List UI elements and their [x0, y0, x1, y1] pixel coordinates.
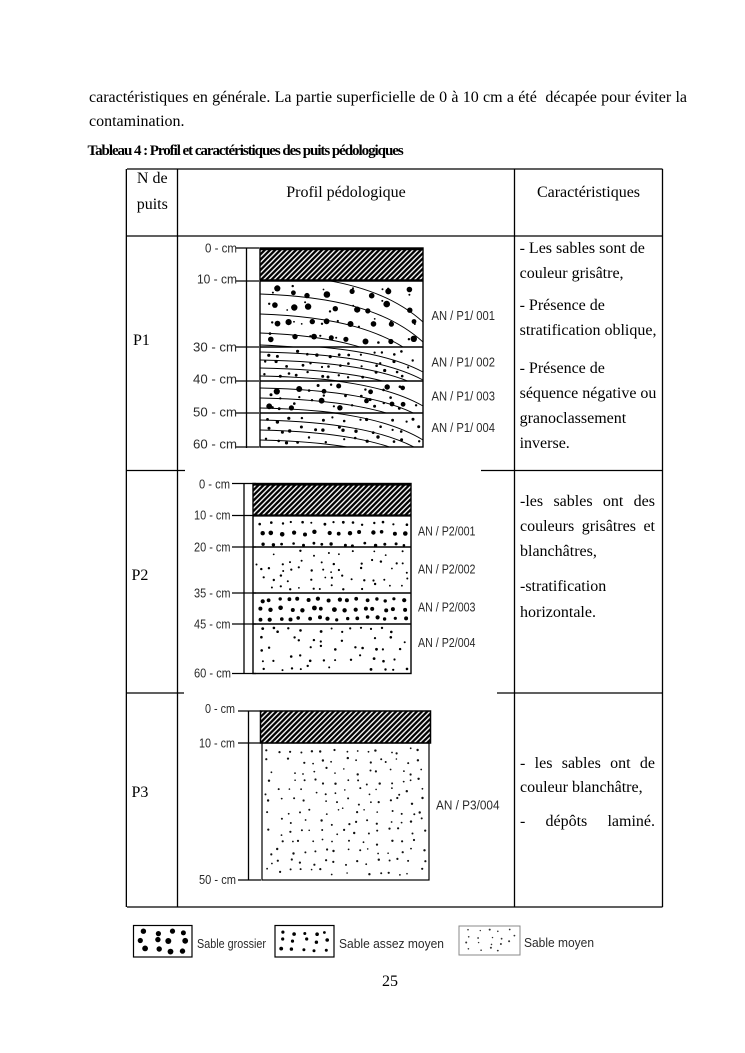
svg-text:AN / P2/004: AN / P2/004: [418, 635, 476, 650]
svg-text:AN / P1/ 001: AN / P1/ 001: [432, 308, 496, 323]
svg-text:AN / P1/ 003: AN / P1/ 003: [432, 389, 496, 404]
svg-text:50 - cm: 50 - cm: [193, 405, 237, 420]
svg-text:AN / P2/002: AN / P2/002: [418, 562, 476, 577]
svg-text:AN / P2/001: AN / P2/001: [418, 524, 476, 539]
svg-text:AN / P3/004: AN / P3/004: [436, 798, 500, 813]
svg-text:AN / P1/ 004: AN / P1/ 004: [432, 420, 496, 435]
svg-text:0 - cm: 0 - cm: [199, 477, 230, 492]
svg-text:10 - cm: 10 - cm: [197, 272, 237, 287]
svg-text:AN / P1/ 002: AN / P1/ 002: [432, 354, 496, 369]
svg-text:10 - cm: 10 - cm: [194, 508, 231, 523]
svg-text:45 - cm: 45 - cm: [194, 617, 231, 632]
svg-text:30 - cm: 30 - cm: [193, 340, 237, 355]
svg-text:Sable grossier: Sable grossier: [197, 936, 267, 951]
svg-text:0 - cm: 0 - cm: [205, 241, 237, 256]
svg-text:35 - cm: 35 - cm: [194, 586, 231, 601]
svg-text:40 - cm: 40 - cm: [193, 372, 237, 387]
svg-text:Sable assez moyen: Sable assez moyen: [339, 936, 444, 951]
svg-text:60 - cm: 60 - cm: [193, 437, 237, 452]
svg-text:0 - cm: 0 - cm: [205, 701, 235, 716]
svg-text:60 - cm: 60 - cm: [194, 666, 231, 681]
svg-text:Sable moyen: Sable moyen: [524, 935, 594, 950]
svg-text:50 - cm: 50 - cm: [199, 872, 236, 887]
svg-text:AN / P2/003: AN / P2/003: [418, 600, 476, 615]
svg-text:10 - cm: 10 - cm: [199, 736, 235, 751]
svg-text:20 - cm: 20 - cm: [194, 540, 231, 555]
